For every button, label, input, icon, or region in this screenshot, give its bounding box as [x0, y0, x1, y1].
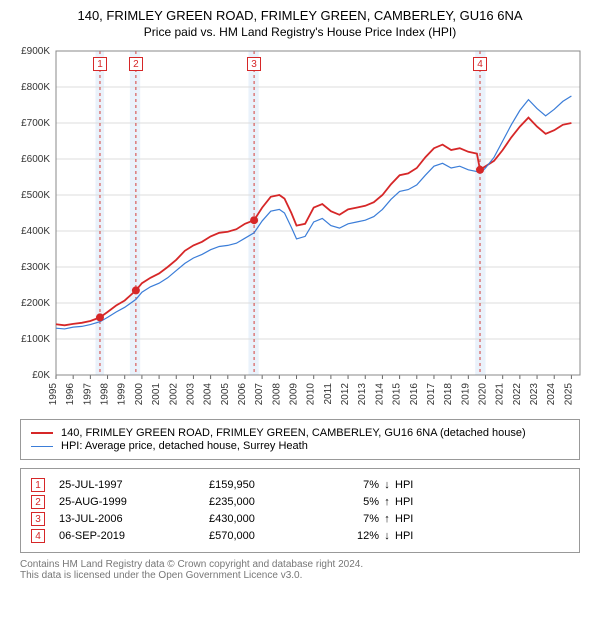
sale-date: 13-JUL-2006 — [59, 513, 209, 525]
svg-text:£800K: £800K — [21, 82, 50, 93]
legend-box: 140, FRIMLEY GREEN ROAD, FRIMLEY GREEN, … — [20, 419, 580, 460]
sale-row: 4 06-SEP-2019£570,00012%↓HPI — [31, 529, 569, 543]
svg-text:2016: 2016 — [409, 383, 420, 406]
sale-marker: 2 — [31, 495, 45, 509]
sale-vs-label: HPI — [395, 513, 413, 525]
svg-text:2000: 2000 — [134, 383, 145, 406]
svg-text:2024: 2024 — [546, 383, 557, 406]
sale-row: 2 25-AUG-1999£235,0005%↑HPI — [31, 495, 569, 509]
footer-attribution: Contains HM Land Registry data © Crown c… — [20, 559, 580, 581]
svg-text:2012: 2012 — [340, 383, 351, 406]
svg-text:£400K: £400K — [21, 226, 50, 237]
svg-text:2021: 2021 — [495, 383, 506, 406]
svg-text:2025: 2025 — [563, 383, 574, 406]
svg-text:2020: 2020 — [478, 383, 489, 406]
svg-text:2007: 2007 — [254, 383, 265, 406]
svg-text:2011: 2011 — [323, 383, 334, 405]
sale-vs-label: HPI — [395, 530, 413, 542]
sale-price: £430,000 — [209, 513, 329, 525]
svg-text:2022: 2022 — [512, 383, 523, 406]
sale-price: £570,000 — [209, 530, 329, 542]
arrow-icon: ↑ — [379, 496, 395, 508]
sale-price: £159,950 — [209, 479, 329, 491]
svg-text:2009: 2009 — [289, 383, 300, 406]
arrow-icon: ↓ — [379, 530, 395, 542]
svg-text:2017: 2017 — [426, 383, 437, 406]
svg-text:2004: 2004 — [203, 383, 214, 406]
svg-text:1997: 1997 — [82, 383, 93, 406]
svg-text:2006: 2006 — [237, 383, 248, 406]
sale-vs-label: HPI — [395, 479, 413, 491]
sale-point — [96, 313, 104, 321]
svg-text:2019: 2019 — [460, 383, 471, 406]
svg-text:2013: 2013 — [357, 383, 368, 406]
sale-point — [132, 286, 140, 294]
svg-text:£0K: £0K — [32, 370, 50, 381]
sale-date: 25-AUG-1999 — [59, 496, 209, 508]
chart-subtitle: Price paid vs. HM Land Registry's House … — [144, 25, 456, 39]
sale-point — [476, 166, 484, 174]
sale-pct: 5% — [329, 496, 379, 508]
sale-row: 1 25-JUL-1997£159,9507%↓HPI — [31, 478, 569, 492]
svg-text:1996: 1996 — [65, 383, 76, 406]
footer-line: Contains HM Land Registry data © Crown c… — [20, 559, 580, 570]
chart-sale-marker: 4 — [473, 57, 487, 71]
sale-date: 06-SEP-2019 — [59, 530, 209, 542]
legend-swatch — [31, 446, 53, 447]
sale-pct: 7% — [329, 513, 379, 525]
svg-text:2015: 2015 — [392, 383, 403, 406]
legend-swatch — [31, 432, 53, 434]
legend-item: 140, FRIMLEY GREEN ROAD, FRIMLEY GREEN, … — [31, 427, 569, 439]
footer-line: This data is licensed under the Open Gov… — [20, 570, 580, 581]
svg-text:2023: 2023 — [529, 383, 540, 406]
svg-text:£500K: £500K — [21, 190, 50, 201]
svg-text:2010: 2010 — [306, 383, 317, 406]
sale-vs-label: HPI — [395, 496, 413, 508]
sale-marker: 4 — [31, 529, 45, 543]
svg-text:1998: 1998 — [100, 383, 111, 406]
svg-text:2008: 2008 — [271, 383, 282, 406]
svg-text:£600K: £600K — [21, 154, 50, 165]
sale-pct: 7% — [329, 479, 379, 491]
svg-text:£900K: £900K — [21, 46, 50, 57]
svg-text:£200K: £200K — [21, 298, 50, 309]
svg-text:2001: 2001 — [151, 383, 162, 406]
svg-text:2002: 2002 — [168, 383, 179, 406]
svg-text:£300K: £300K — [21, 262, 50, 273]
sale-marker: 3 — [31, 512, 45, 526]
legend-label: HPI: Average price, detached house, Surr… — [61, 440, 308, 452]
sales-table: 125-JUL-1997£159,9507%↓HPI225-AUG-1999£2… — [20, 468, 580, 553]
price-chart: £0K £100K £200K £300K £400K £500K £600K £700K £8… — [10, 45, 590, 411]
svg-text:2014: 2014 — [374, 383, 385, 406]
chart-title: 140, FRIMLEY GREEN ROAD, FRIMLEY GREEN, … — [77, 8, 522, 23]
sale-marker: 1 — [31, 478, 45, 492]
svg-text:£700K: £700K — [21, 118, 50, 129]
svg-text:1999: 1999 — [117, 383, 128, 406]
svg-text:2005: 2005 — [220, 383, 231, 406]
sale-point — [250, 216, 258, 224]
svg-text:2018: 2018 — [443, 383, 454, 406]
chart-container: £0K £100K £200K £300K £400K £500K £600K £700K £8… — [10, 45, 590, 411]
chart-sale-marker: 1 — [93, 57, 107, 71]
legend-item: HPI: Average price, detached house, Surr… — [31, 440, 569, 452]
arrow-icon: ↓ — [379, 479, 395, 491]
sale-row: 3 13-JUL-2006£430,0007%↑HPI — [31, 512, 569, 526]
sale-price: £235,000 — [209, 496, 329, 508]
sale-date: 25-JUL-1997 — [59, 479, 209, 491]
chart-sale-marker: 2 — [129, 57, 143, 71]
svg-text:1995: 1995 — [48, 383, 59, 406]
arrow-icon: ↑ — [379, 513, 395, 525]
sale-pct: 12% — [329, 530, 379, 542]
legend-label: 140, FRIMLEY GREEN ROAD, FRIMLEY GREEN, … — [61, 427, 526, 439]
svg-text:2003: 2003 — [185, 383, 196, 406]
svg-text:£100K: £100K — [21, 334, 50, 345]
chart-sale-marker: 3 — [247, 57, 261, 71]
